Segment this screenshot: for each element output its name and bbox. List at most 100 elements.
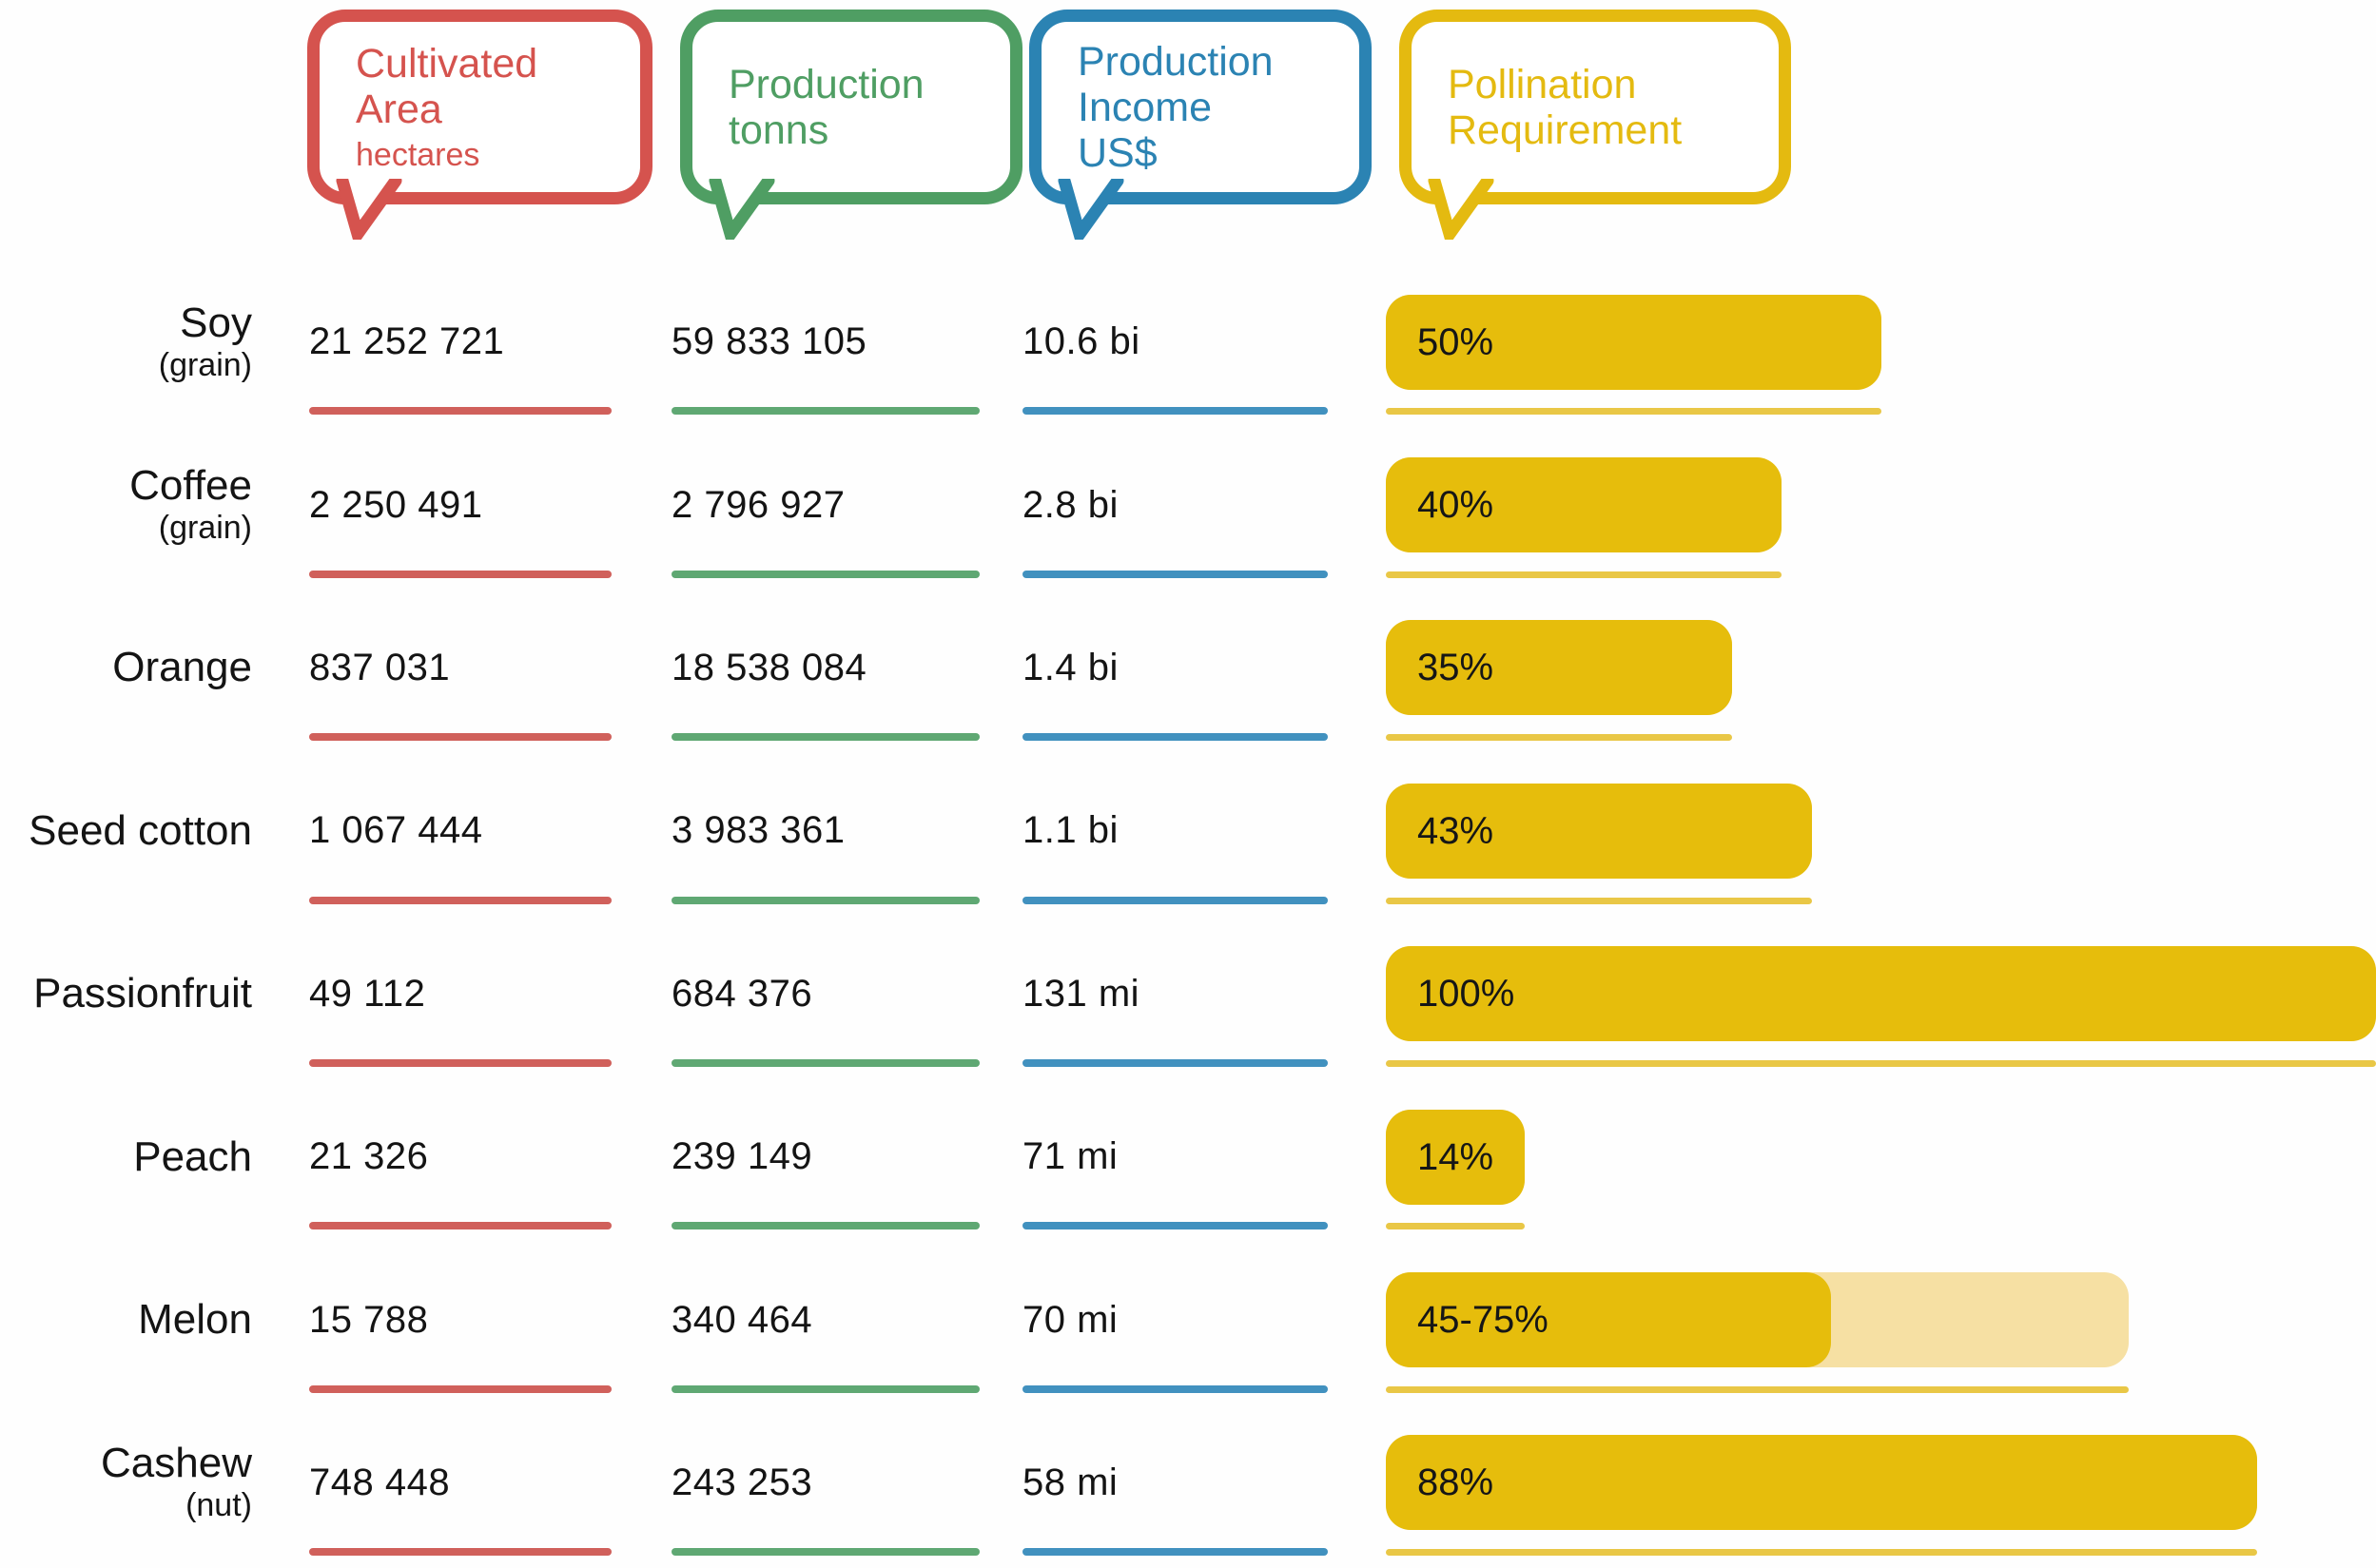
header-line: Production — [1078, 38, 1274, 85]
header-line: US$ — [1078, 129, 1158, 176]
header-line: Pollination — [1448, 61, 1637, 107]
cultivated-area-value: 21 252 721 — [309, 320, 505, 363]
crop-name: Passionfruit — [33, 970, 252, 1017]
pollination-bar-track: 43% — [1386, 783, 2376, 879]
pollination-underline — [1386, 1385, 2129, 1393]
crop-label: Melon — [0, 1242, 309, 1404]
pollination-underline — [1386, 734, 1733, 742]
income-cell: 71 mi — [1022, 1079, 1386, 1242]
pollination-cell: 35% — [1386, 590, 2376, 753]
area-underline — [309, 1548, 612, 1557]
header-cultivated-area: Cultivated Area hectares — [307, 10, 652, 240]
crop-name: Soy — [180, 299, 252, 346]
production-underline — [672, 896, 980, 904]
crop-subname: (grain) — [158, 346, 252, 383]
crop-name: Cashew — [101, 1440, 252, 1487]
crop-name: Melon — [138, 1296, 252, 1344]
production-cell: 243 253 — [672, 1405, 1022, 1568]
crop-name: Coffee — [129, 462, 252, 510]
production-underline — [672, 1222, 980, 1230]
pollination-bar-track: 14% — [1386, 1109, 2376, 1205]
production-underline — [672, 407, 980, 416]
pollination-value: 14% — [1417, 1135, 1494, 1178]
header-line: Production — [729, 61, 925, 107]
income-cell: 58 mi — [1022, 1405, 1386, 1568]
pollination-value: 45-75% — [1417, 1299, 1548, 1342]
pollination-value: 100% — [1417, 973, 1515, 1016]
pollination-bar: 14% — [1386, 1109, 1525, 1205]
pollination-underline — [1386, 571, 1782, 578]
header-line: Income — [1078, 84, 1213, 130]
pollination-bar-track: 100% — [1386, 946, 2376, 1042]
pollination-cell: 43% — [1386, 753, 2376, 916]
crop-label: Passionfruit — [0, 917, 309, 1079]
area-underline — [309, 896, 612, 904]
pollination-cell: 88% — [1386, 1405, 2376, 1568]
production-cell: 239 149 — [672, 1079, 1022, 1242]
header-production: Production tonns — [680, 10, 1022, 240]
production-underline — [672, 733, 980, 742]
pollination-cell: 40% — [1386, 427, 2376, 590]
income-underline — [1022, 407, 1328, 416]
pollination-underline — [1386, 897, 1812, 904]
crop-name: Seed cotton — [29, 806, 252, 854]
income-cell: 70 mi — [1022, 1242, 1386, 1404]
pollination-bar: 43% — [1386, 783, 1812, 879]
area-underline — [309, 1384, 612, 1393]
income-value: 10.6 bi — [1022, 320, 1140, 363]
cultivated-area-cell: 15 788 — [309, 1242, 672, 1404]
cultivated-area-value: 1 067 444 — [309, 809, 483, 852]
income-underline — [1022, 896, 1328, 904]
production-value: 2 796 927 — [672, 483, 846, 526]
production-value: 18 538 084 — [672, 646, 867, 688]
crop-table: Soy (grain) 21 252 721 59 833 105 10.6 b… — [0, 264, 2376, 1568]
cultivated-area-value: 837 031 — [309, 646, 451, 688]
cultivated-area-cell: 49 112 — [309, 917, 672, 1079]
pollination-underline — [1386, 408, 1881, 416]
production-cell: 2 796 927 — [672, 427, 1022, 590]
production-value: 59 833 105 — [672, 320, 867, 363]
cultivated-area-cell: 748 448 — [309, 1405, 672, 1568]
pollination-bar-track: 35% — [1386, 620, 2376, 716]
pollination-value: 40% — [1417, 484, 1494, 527]
table-row-orange: Orange 837 031 18 538 084 1.4 bi — [0, 590, 2376, 753]
production-cell: 3 983 361 — [672, 753, 1022, 916]
income-underline — [1022, 733, 1328, 742]
income-cell: 131 mi — [1022, 917, 1386, 1079]
cultivated-area-cell: 1 067 444 — [309, 753, 672, 916]
header-line: Area — [356, 86, 442, 132]
production-cell: 18 538 084 — [672, 590, 1022, 753]
speech-tail-icon — [709, 179, 775, 240]
income-value: 2.8 bi — [1022, 483, 1119, 526]
table-row-soy: Soy (grain) 21 252 721 59 833 105 10.6 b… — [0, 264, 2376, 427]
header-line: tonns — [729, 106, 829, 153]
pollination-bar: 88% — [1386, 1435, 2258, 1531]
column-headers: Cultivated Area hectares Production tonn… — [0, 0, 2376, 264]
speech-tail-icon — [1428, 179, 1494, 240]
pollination-underline — [1386, 1059, 2376, 1067]
pollination-value: 50% — [1417, 320, 1494, 363]
area-underline — [309, 1222, 612, 1230]
pollination-bar-track: 45-75% — [1386, 1272, 2376, 1368]
table-row-cashew: Cashew (nut) 748 448 243 253 58 mi — [0, 1405, 2376, 1568]
production-underline — [672, 1548, 980, 1557]
area-underline — [309, 570, 612, 578]
cultivated-area-value: 21 326 — [309, 1135, 429, 1178]
pollination-underline — [1386, 1223, 1525, 1230]
income-cell: 10.6 bi — [1022, 264, 1386, 427]
crop-label: Cashew (nut) — [0, 1405, 309, 1568]
production-cell: 59 833 105 — [672, 264, 1022, 427]
crop-subname: (nut) — [185, 1487, 252, 1524]
cultivated-area-cell: 837 031 — [309, 590, 672, 753]
crop-subname: (grain) — [158, 510, 252, 547]
speech-tail-icon — [1058, 179, 1124, 240]
production-cell: 684 376 — [672, 917, 1022, 1079]
crop-name: Orange — [112, 644, 252, 691]
crop-label: Coffee (grain) — [0, 427, 309, 590]
cultivated-area-value: 15 788 — [309, 1298, 429, 1341]
pollination-value: 35% — [1417, 647, 1494, 689]
crop-label: Soy (grain) — [0, 264, 309, 427]
income-cell: 1.4 bi — [1022, 590, 1386, 753]
pollination-cell: 100% — [1386, 917, 2376, 1079]
